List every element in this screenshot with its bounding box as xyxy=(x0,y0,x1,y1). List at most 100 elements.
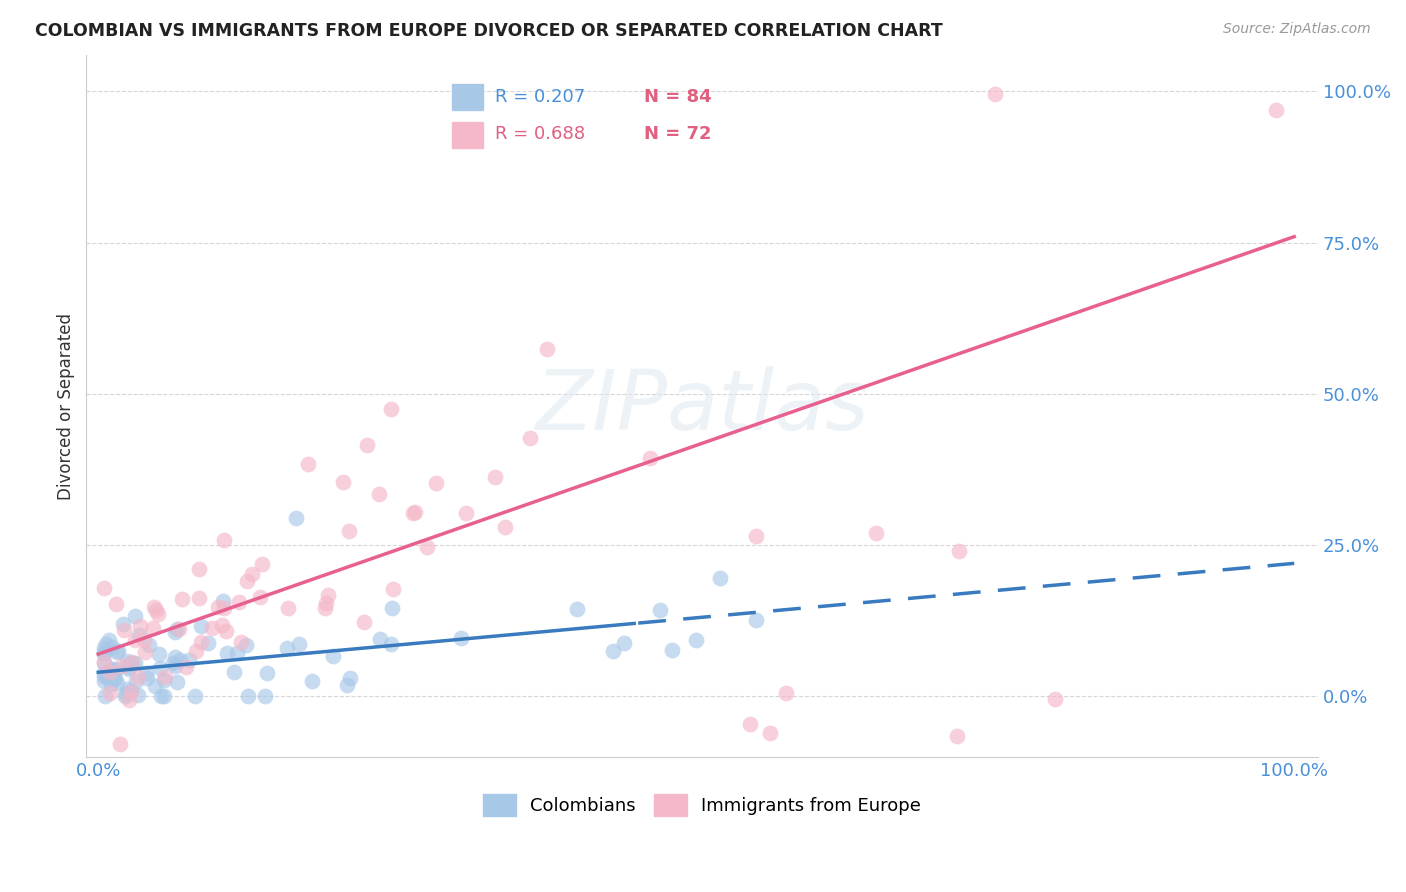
Point xyxy=(120,684,142,698)
Point xyxy=(105,645,128,659)
Point xyxy=(602,644,624,658)
Point xyxy=(229,635,252,649)
Point xyxy=(170,592,193,607)
Point xyxy=(381,582,404,597)
Point xyxy=(112,623,135,637)
Point xyxy=(118,662,141,676)
Point xyxy=(775,686,797,700)
Point xyxy=(98,665,121,679)
Point xyxy=(456,507,478,521)
Point xyxy=(96,670,118,684)
Point xyxy=(93,646,115,660)
Point xyxy=(121,656,143,670)
Point xyxy=(163,625,186,640)
Point xyxy=(188,562,211,576)
Text: Source: ZipAtlas.com: Source: ZipAtlas.com xyxy=(1223,22,1371,37)
Point xyxy=(301,674,323,689)
Point xyxy=(152,673,174,687)
Point xyxy=(100,662,122,676)
Point xyxy=(110,658,132,673)
Text: N = 72: N = 72 xyxy=(644,126,711,144)
Point xyxy=(105,597,128,611)
Point xyxy=(404,505,426,519)
Point xyxy=(118,656,141,670)
Point xyxy=(425,475,447,490)
Point xyxy=(215,646,238,660)
Point xyxy=(948,544,970,558)
Point xyxy=(100,676,122,690)
Point xyxy=(240,567,263,582)
Point xyxy=(685,633,707,648)
Point xyxy=(166,622,188,636)
Point xyxy=(613,636,636,650)
Text: R = 0.688: R = 0.688 xyxy=(495,126,586,144)
Point xyxy=(101,640,124,654)
Point xyxy=(1043,692,1066,706)
Point xyxy=(339,671,361,685)
Point xyxy=(115,687,138,701)
Point xyxy=(190,618,212,632)
Legend: Colombians, Immigrants from Europe: Colombians, Immigrants from Europe xyxy=(474,785,929,825)
Point xyxy=(93,668,115,682)
Point xyxy=(179,653,201,667)
Point xyxy=(121,655,143,669)
Point xyxy=(128,627,150,641)
Point xyxy=(148,648,170,662)
Point xyxy=(380,637,402,651)
Point xyxy=(135,666,157,681)
Point xyxy=(163,659,186,673)
Point xyxy=(100,686,122,700)
Point xyxy=(252,557,274,571)
Point xyxy=(228,595,250,609)
Point xyxy=(145,680,167,694)
Point xyxy=(519,432,541,446)
Point xyxy=(738,716,761,731)
Point xyxy=(236,574,259,589)
Point xyxy=(190,635,212,649)
Point xyxy=(315,596,337,610)
Point xyxy=(745,613,768,627)
Point xyxy=(356,438,378,452)
Point xyxy=(112,617,135,632)
Point xyxy=(153,690,176,704)
Point xyxy=(865,526,887,541)
Point xyxy=(211,618,233,632)
Point xyxy=(93,665,115,680)
Point xyxy=(277,601,299,615)
Point xyxy=(1265,103,1288,117)
Point xyxy=(104,671,127,685)
Point xyxy=(314,600,336,615)
Point xyxy=(93,646,115,660)
Point xyxy=(256,665,278,680)
Y-axis label: Divorced or Separated: Divorced or Separated xyxy=(58,312,75,500)
Point xyxy=(117,693,139,707)
Point xyxy=(416,540,439,554)
Point xyxy=(214,533,236,547)
Point xyxy=(135,671,157,685)
Point xyxy=(370,632,392,647)
Point xyxy=(380,402,402,417)
Point xyxy=(105,676,128,690)
Point xyxy=(276,640,298,655)
Point xyxy=(253,689,276,703)
Point xyxy=(353,615,375,630)
Point xyxy=(115,654,138,668)
Point xyxy=(184,644,207,658)
Point xyxy=(162,656,184,670)
Point xyxy=(661,642,683,657)
Point xyxy=(125,673,148,688)
Point xyxy=(138,639,160,653)
Point xyxy=(316,589,339,603)
Point xyxy=(107,643,129,657)
Point xyxy=(946,729,969,743)
Point xyxy=(222,665,245,679)
Point xyxy=(215,624,238,638)
Point xyxy=(187,591,209,606)
Point xyxy=(212,594,235,608)
Point xyxy=(402,506,425,520)
Point xyxy=(127,670,149,684)
Point xyxy=(336,678,359,692)
Point xyxy=(110,738,132,752)
Point xyxy=(284,511,307,525)
Point xyxy=(650,602,672,616)
